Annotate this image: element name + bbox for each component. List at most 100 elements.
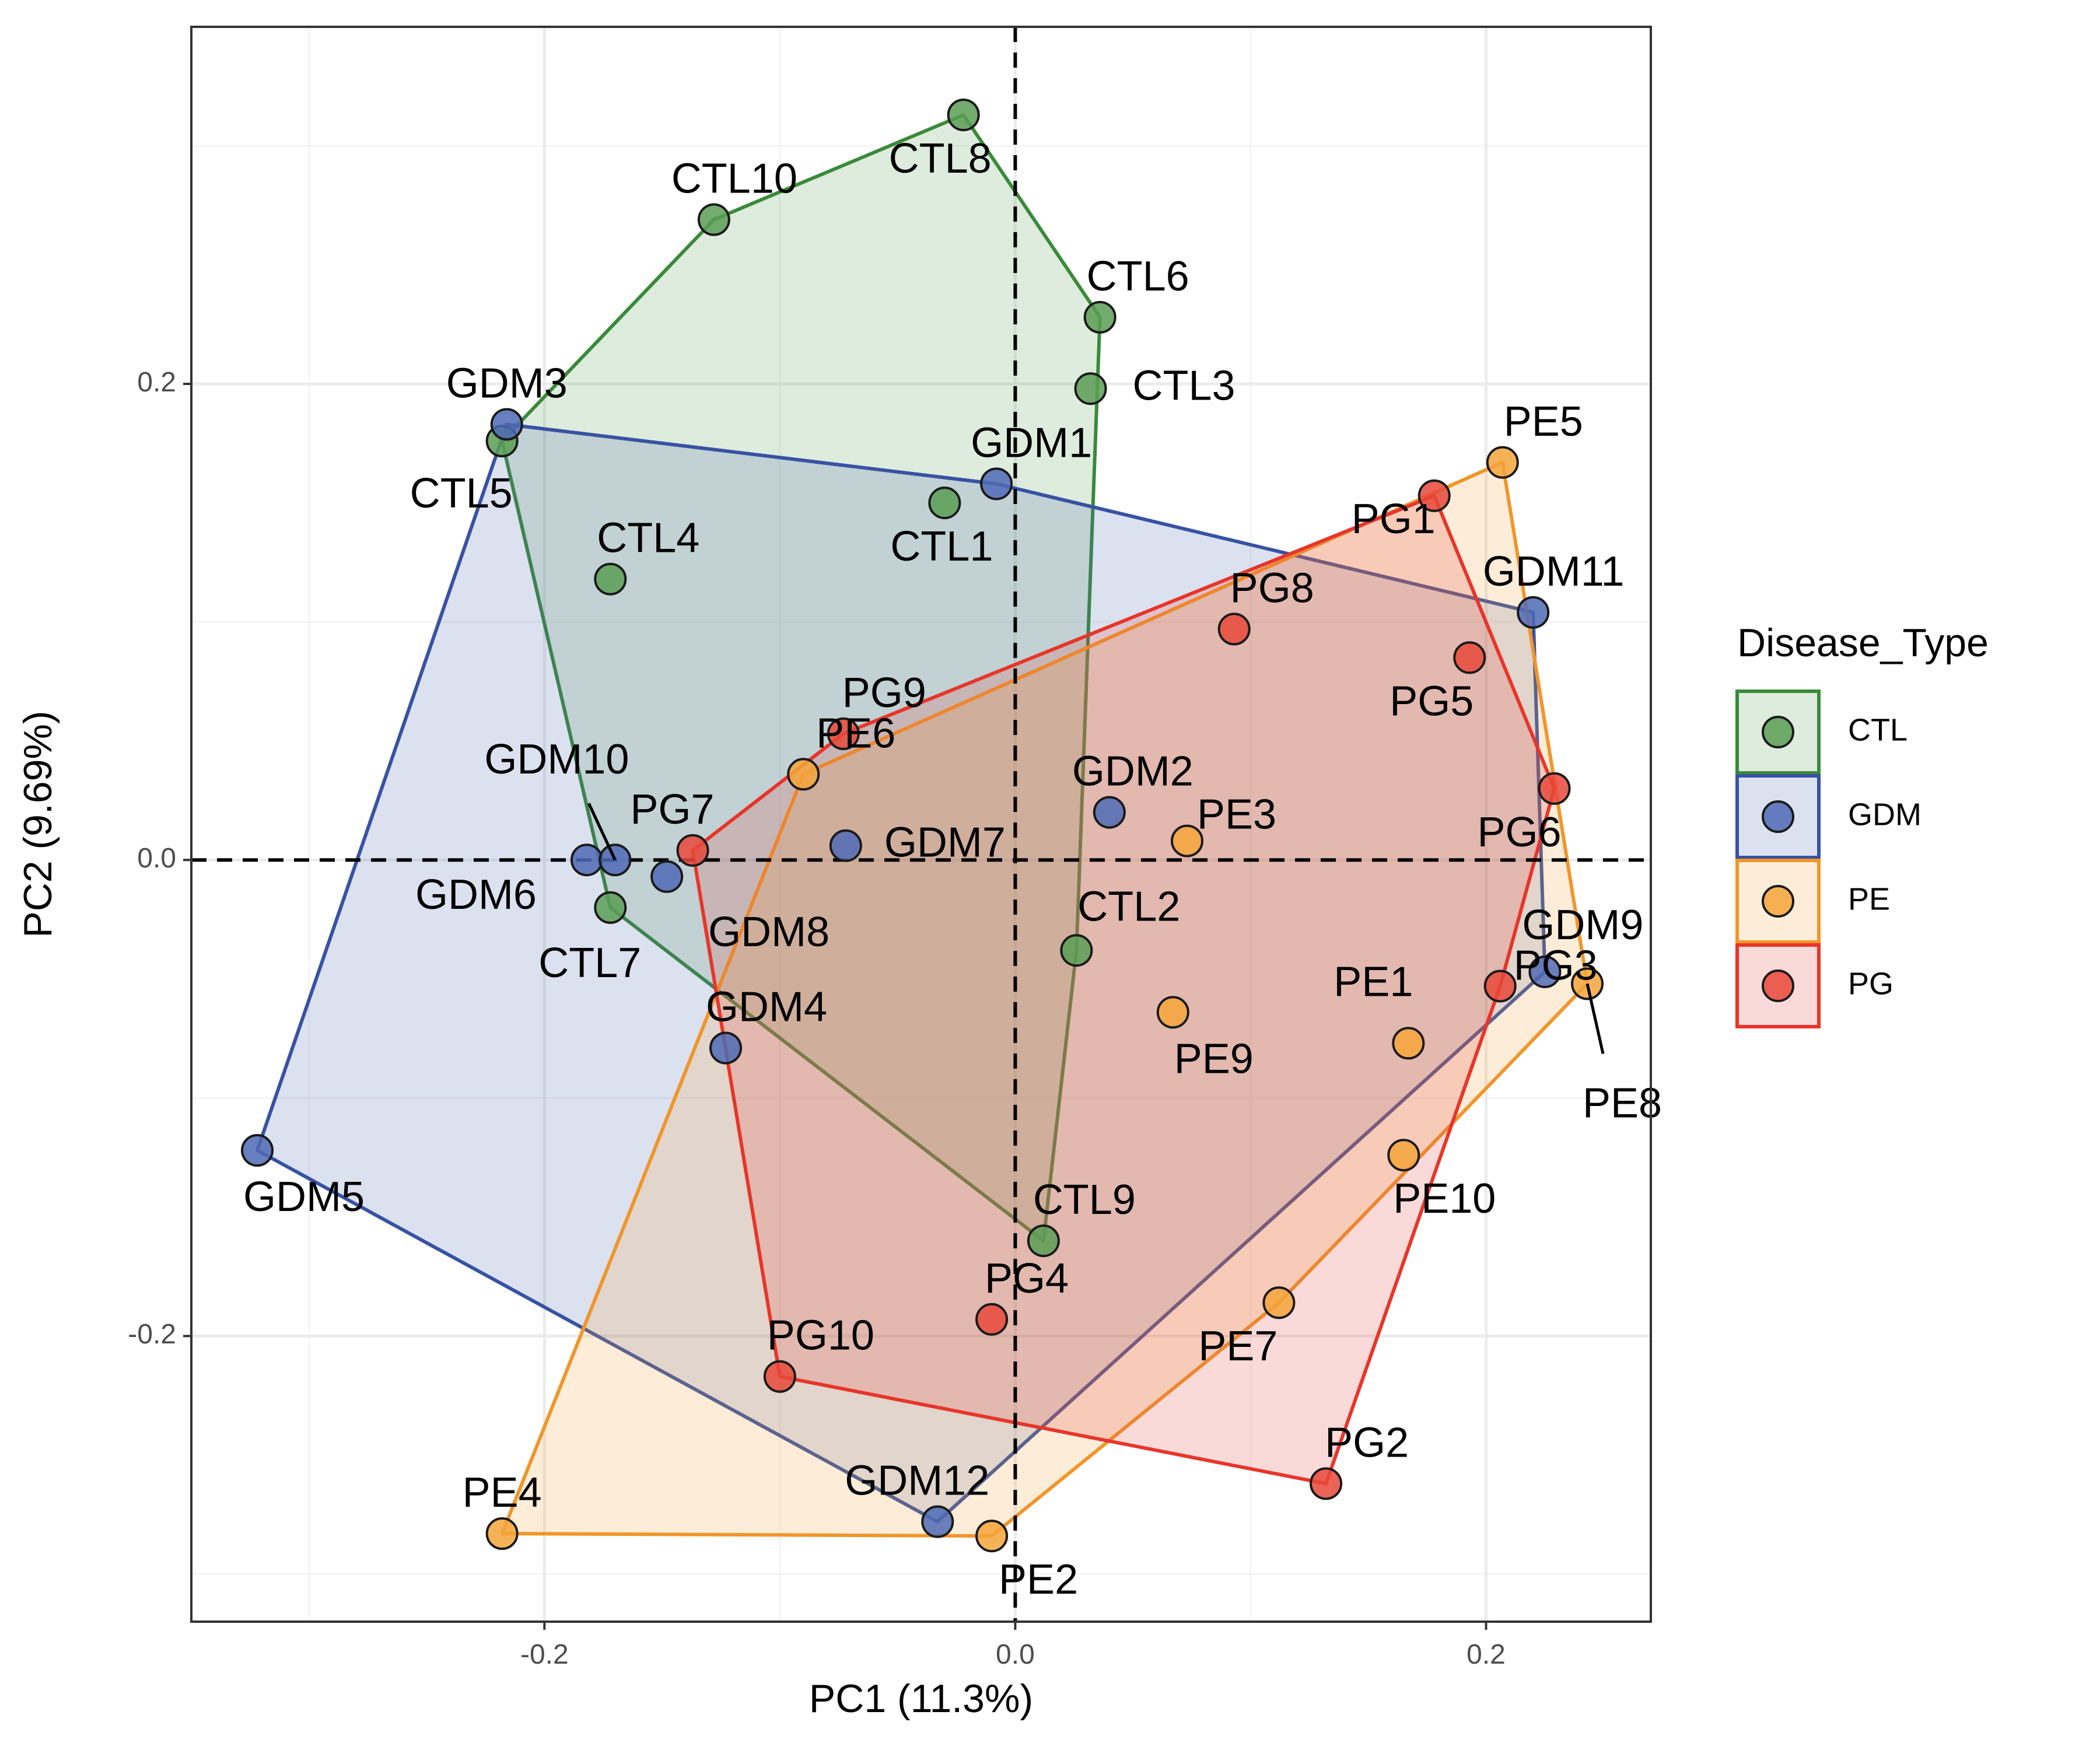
point-pe7	[1262, 1286, 1296, 1320]
point-pg8	[1217, 612, 1251, 646]
legend-key-dot-gdm	[1762, 800, 1794, 833]
point-pg1	[1418, 479, 1451, 512]
point-label-pe3: PE3	[1197, 792, 1276, 838]
point-label-pe4: PE4	[463, 1469, 542, 1516]
point-label-pg2: PG2	[1325, 1419, 1409, 1466]
point-label-pg5: PG5	[1390, 678, 1474, 724]
point-label-pg6: PG6	[1478, 809, 1562, 856]
y-axis-title: PC2 (9.69%)	[16, 710, 60, 937]
point-ctl10	[697, 203, 730, 236]
point-label-gdm4: GDM4	[706, 984, 827, 1031]
point-pg2	[1310, 1467, 1343, 1500]
point-label-gdm9: GDM9	[1522, 902, 1643, 949]
point-label-gdm6: GDM6	[415, 872, 537, 918]
point-pg10	[763, 1360, 796, 1393]
point-gdm9	[1528, 955, 1562, 988]
label-leader-gdm10	[587, 803, 617, 861]
point-label-pe10: PE10	[1393, 1175, 1496, 1222]
point-label-pe2: PE2	[999, 1556, 1078, 1603]
point-ctl3	[1074, 372, 1107, 405]
point-label-gdm5: GDM5	[243, 1174, 365, 1220]
axis-ticks: -0.2 0.0 0.2 -0.2 0.0 0.2	[128, 367, 1506, 1670]
point-ctl4	[594, 562, 627, 596]
point-gdm1	[980, 467, 1013, 501]
point-label-gdm1: GDM1	[971, 419, 1092, 466]
point-gdm3	[490, 408, 523, 441]
point-pe6	[787, 758, 820, 791]
point-label-pe9: PE9	[1174, 1035, 1254, 1082]
point-label-ctl8: CTL8	[889, 135, 992, 182]
point-label-pg4: PG4	[985, 1255, 1069, 1302]
point-label-ctl2: CTL2	[1077, 883, 1180, 930]
point-gdm11	[1517, 596, 1550, 629]
point-label-gdm11: GDM11	[1483, 548, 1625, 595]
point-label-ctl10: CTL10	[671, 156, 797, 202]
point-ctl9	[1027, 1224, 1060, 1258]
point-pe4	[485, 1517, 519, 1550]
point-pe3	[1171, 824, 1204, 858]
y-tick-label: -0.2	[128, 1319, 176, 1350]
point-label-ctl9: CTL9	[1033, 1177, 1136, 1223]
point-label-gdm3: GDM3	[446, 360, 568, 407]
point-label-pe1: PE1	[1334, 958, 1413, 1005]
point-gdm12	[921, 1505, 954, 1538]
x-tick-label: -0.2	[520, 1639, 569, 1670]
legend-title: Disease_Type	[1737, 621, 1989, 665]
point-label-ctl1: CTL1	[890, 523, 993, 570]
legend-key-dot-pe	[1762, 885, 1794, 918]
legend-label-gdm: GDM	[1848, 797, 1922, 832]
point-ctl6	[1083, 300, 1116, 334]
plot-panel-border	[190, 26, 1652, 1623]
point-gdm8	[650, 860, 684, 893]
point-label-ctl3: CTL3	[1133, 362, 1236, 409]
point-pe10	[1387, 1139, 1420, 1172]
x-tick-label: 0.0	[996, 1639, 1035, 1670]
point-gdm7	[829, 829, 862, 862]
point-ctl1	[928, 487, 961, 520]
legend-key-dot-ctl	[1762, 716, 1794, 748]
hull-pg	[691, 494, 1556, 1486]
x-tick-label: 0.2	[1466, 1639, 1506, 1670]
point-ctl7	[594, 891, 627, 924]
point-label-gdm7: GDM7	[884, 820, 1006, 866]
point-label-gdm12: GDM12	[845, 1458, 989, 1504]
point-pg3	[1483, 970, 1517, 1003]
point-label-pg7: PG7	[631, 786, 715, 833]
point-label-pg10: PG10	[767, 1312, 874, 1359]
point-label-gdm2: GDM2	[1072, 748, 1194, 795]
legend-label-ctl: CTL	[1848, 712, 1908, 747]
point-ctl2	[1060, 934, 1093, 967]
y-tick-label: 0.0	[137, 843, 176, 874]
point-pg7	[676, 834, 709, 867]
point-ctl8	[947, 98, 980, 131]
point-label-pe7: PE7	[1198, 1323, 1278, 1370]
legend-key-ctl	[1735, 690, 1821, 775]
point-label-gdm10: GDM10	[484, 736, 629, 783]
point-pe9	[1156, 996, 1189, 1029]
point-gdm2	[1093, 796, 1126, 829]
point-label-pg9: PG9	[842, 670, 926, 716]
point-pe1	[1392, 1027, 1425, 1060]
point-label-ctl5: CTL5	[410, 470, 513, 517]
legend-label-pe: PE	[1848, 881, 1890, 916]
point-label-ctl7: CTL7	[538, 940, 641, 986]
legend-key-dot-pg	[1762, 970, 1794, 1002]
data-points	[240, 98, 1604, 1553]
legend: Disease_Type CTL GDM PE PG	[1735, 621, 1989, 1028]
point-label-pg8: PG8	[1230, 565, 1314, 611]
point-labels: CTL1 CTL2 CTL3 CTL4 CTL5 CTL6 CTL7 CTL8 CTL9 CTL1…	[243, 135, 1662, 1603]
point-label-pe5: PE5	[1504, 398, 1583, 445]
point-pg4	[975, 1303, 1009, 1336]
point-gdm4	[709, 1031, 743, 1065]
reference-lines	[191, 27, 1651, 1622]
label-leader-pe8	[1586, 983, 1605, 1054]
point-pg6	[1538, 772, 1571, 805]
point-label-gdm8: GDM8	[708, 909, 830, 956]
point-label-pg3: PG3	[1514, 942, 1598, 989]
point-label-pg1: PG1	[1352, 496, 1436, 542]
point-label-ctl4: CTL4	[597, 515, 699, 562]
point-gdm5	[240, 1134, 274, 1167]
point-label-pe8: PE8	[1583, 1080, 1662, 1126]
